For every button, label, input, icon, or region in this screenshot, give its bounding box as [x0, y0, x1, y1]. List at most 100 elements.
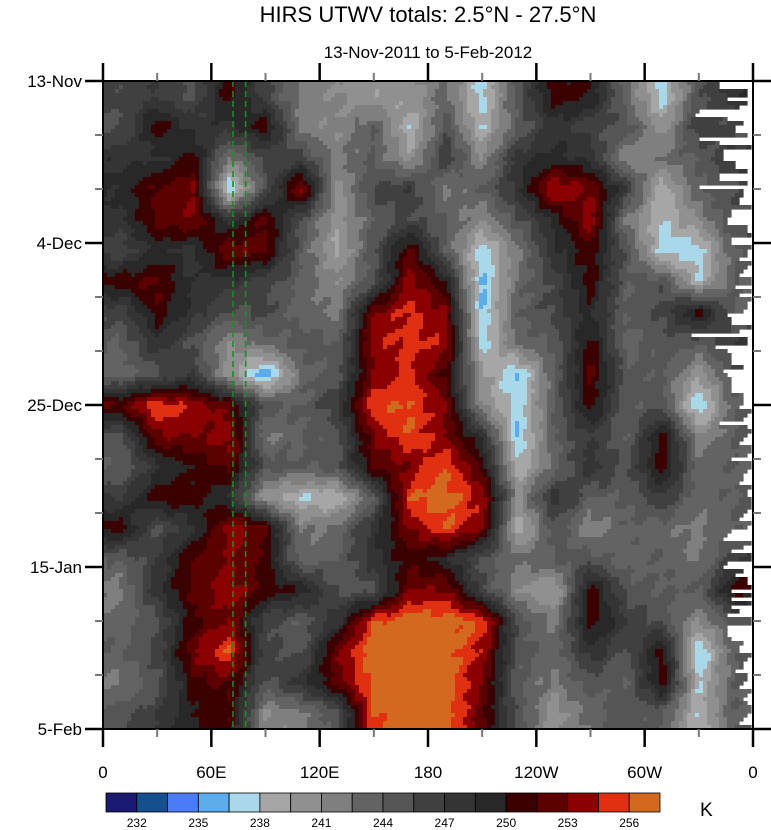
contour-cell [375, 217, 396, 222]
contour-cell [439, 237, 448, 242]
contour-cell [707, 249, 712, 254]
contour-cell [223, 81, 236, 86]
contour-cell [627, 269, 656, 274]
contour-cell [243, 185, 252, 190]
contour-cell [279, 185, 288, 190]
contour-cell [139, 353, 200, 358]
contour-cell [251, 177, 264, 182]
contour-cell [103, 433, 124, 438]
contour-cell [279, 361, 284, 366]
contour-cell [195, 381, 208, 386]
contour-cell [467, 405, 472, 410]
contour-cell [451, 265, 456, 270]
contour-cell [547, 377, 556, 382]
contour-cell [347, 365, 356, 370]
contour-cell [531, 321, 552, 326]
contour-cell [539, 185, 548, 190]
contour-cell [383, 249, 392, 254]
contour-cell [383, 253, 392, 258]
contour-cell [343, 453, 348, 458]
contour-cell [523, 81, 532, 86]
contour-cell [343, 337, 348, 342]
contour-cell [343, 105, 356, 110]
contour-cell [711, 97, 728, 102]
contour-cell [659, 241, 692, 246]
contour-cell [259, 413, 276, 418]
contour-cell [323, 213, 332, 218]
contour-cell [559, 385, 568, 390]
contour-cell [423, 405, 448, 410]
contour-cell [331, 85, 428, 90]
contour-cell [251, 453, 260, 458]
contour-cell [495, 105, 500, 110]
contour-cell [103, 285, 116, 290]
contour-cell [275, 301, 280, 306]
contour-cell [471, 301, 476, 306]
contour-cell [371, 441, 376, 446]
contour-cell [575, 257, 596, 262]
contour-cell [439, 369, 452, 374]
contour-cell [435, 373, 452, 378]
contour-cell [411, 173, 444, 178]
contour-cell [487, 281, 492, 286]
contour-cell [255, 181, 264, 186]
contour-cell [627, 121, 644, 126]
contour-cell [167, 129, 196, 134]
contour-cell [479, 385, 492, 390]
contour-cell [619, 365, 628, 370]
contour-cell [115, 193, 136, 198]
contour-cell [743, 89, 748, 94]
contour-cell [103, 325, 112, 330]
contour-cell [279, 173, 288, 178]
contour-cell [395, 241, 424, 246]
contour-cell [627, 365, 632, 370]
contour-cell [275, 393, 316, 398]
contour-cell [463, 333, 468, 338]
contour-cell [531, 409, 544, 414]
contour-cell [639, 237, 656, 242]
contour-cell [351, 357, 360, 362]
contour-cell [639, 357, 672, 362]
contour-cell [643, 185, 652, 190]
contour-cell [715, 225, 724, 230]
contour-cell [583, 109, 600, 114]
contour-cell [603, 253, 612, 258]
contour-cell [643, 377, 652, 382]
contour-cell [239, 225, 256, 230]
contour-cell [679, 445, 688, 450]
contour-cell [451, 113, 456, 118]
contour-cell [675, 413, 680, 418]
contour-cell [503, 169, 512, 174]
contour-cell [271, 257, 276, 262]
contour-cell [687, 409, 700, 414]
contour-cell [495, 437, 500, 442]
contour-cell [511, 425, 516, 430]
contour-cell [367, 293, 376, 298]
contour-cell [363, 429, 376, 434]
contour-cell [235, 81, 252, 86]
contour-cell [487, 237, 504, 242]
contour-cell [215, 97, 224, 102]
contour-cell [499, 313, 508, 318]
contour-cell [679, 273, 692, 278]
contour-cell [671, 441, 680, 446]
contour-cell [663, 385, 672, 390]
contour-cell [359, 409, 364, 414]
contour-cell [423, 449, 428, 454]
contour-cell [319, 121, 328, 126]
contour-cell [475, 401, 484, 406]
contour-cell [263, 161, 296, 166]
contour-cell [147, 317, 156, 322]
contour-cell [235, 393, 244, 398]
contour-cell [119, 337, 128, 342]
contour-cell [695, 357, 704, 362]
contour-cell [691, 105, 708, 110]
contour-cell [511, 449, 516, 454]
contour-cell [211, 321, 224, 326]
contour-cell [539, 361, 544, 366]
contour-cell [523, 437, 536, 442]
contour-cell [355, 257, 364, 262]
contour-cell [691, 389, 712, 394]
contour-cell [471, 429, 484, 434]
contour-cell [479, 229, 484, 234]
